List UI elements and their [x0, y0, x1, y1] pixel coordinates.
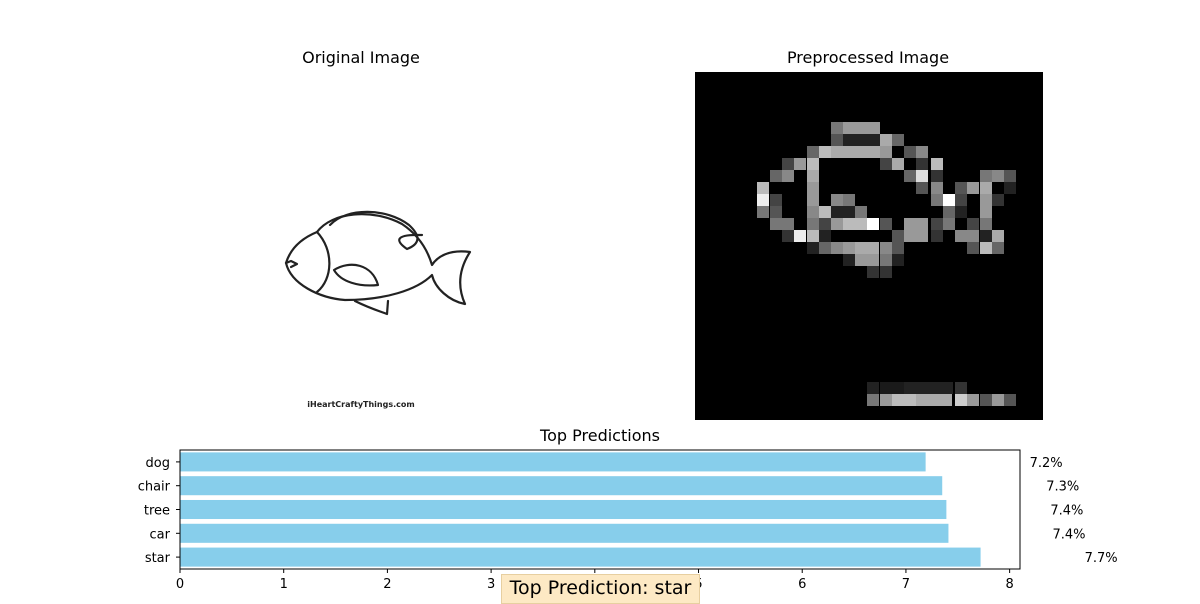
top-prediction-box: Top Prediction: star [501, 574, 700, 604]
original-image: iHeartCraftyThings.com [187, 72, 535, 420]
original-image-title: Original Image [302, 48, 420, 67]
x-tick-label-0: 0 [176, 577, 184, 592]
bar-car [180, 523, 949, 543]
y-tick-label-car: car [150, 527, 171, 542]
bar-chair [180, 476, 943, 496]
chart-title: Top Predictions [540, 426, 660, 445]
plot-frame [179, 449, 1021, 570]
x-tick-label-1: 1 [280, 577, 288, 592]
fish-drawing [284, 210, 472, 316]
watermark-text: iHeartCraftyThings.com [307, 400, 415, 409]
x-tick-label-7: 7 [902, 577, 910, 592]
data-label-tree: 7.4% [1050, 504, 1083, 519]
data-label-star: 7.7% [1085, 551, 1118, 566]
y-tick-label-chair: chair [138, 480, 171, 495]
x-tick-label-8: 8 [1005, 577, 1013, 592]
y-tick-label-star: star [145, 551, 171, 566]
data-label-car: 7.4% [1052, 527, 1085, 542]
x-tick-label-2: 2 [383, 577, 391, 592]
data-label-dog: 7.2% [1030, 456, 1063, 471]
pixelated-fish [757, 122, 1016, 406]
y-tick-label-tree: tree [144, 504, 170, 519]
bar-dog [180, 452, 926, 472]
bar-star [180, 547, 981, 567]
preprocessed-image-title: Preprocessed Image [786, 48, 950, 67]
preprocessed-image [695, 72, 1043, 420]
data-label-chair: 7.3% [1046, 480, 1079, 495]
x-tick-label-3: 3 [487, 577, 495, 592]
bar-tree [180, 499, 947, 520]
x-tick-label-6: 6 [798, 577, 806, 592]
y-tick-label-dog: dog [146, 456, 170, 471]
